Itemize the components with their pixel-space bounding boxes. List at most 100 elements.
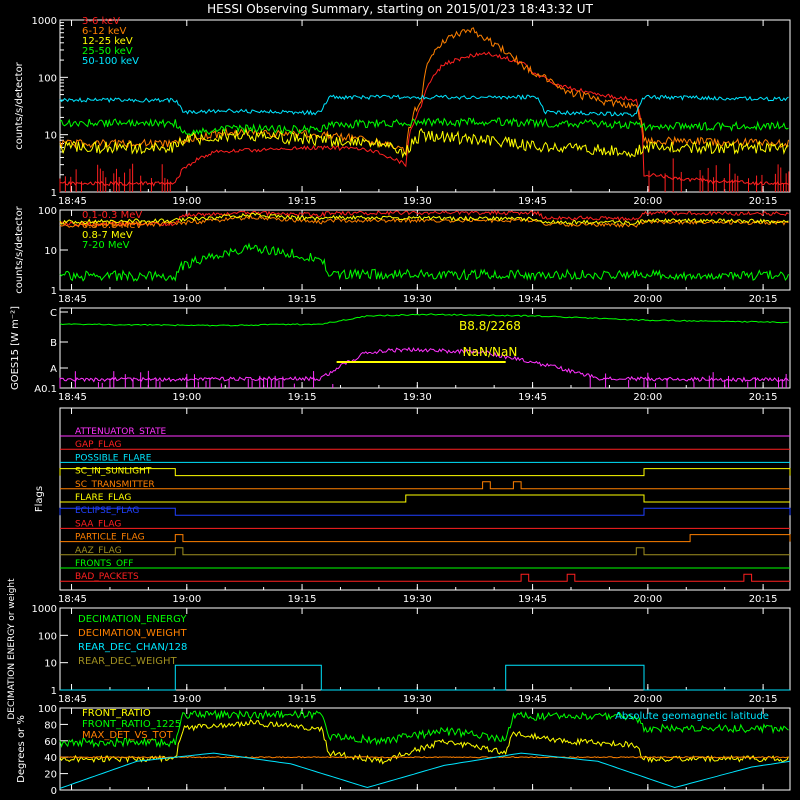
flag-label: ATTENUATOR_STATE xyxy=(75,427,167,437)
goes-annotation: NaN/NaN xyxy=(463,345,518,359)
legend-entry-lightcurves: 3-6 keV xyxy=(82,16,120,27)
x-tick-label-flags: 20:15 xyxy=(749,594,778,605)
flag-label: FRONTS_OFF xyxy=(75,559,133,569)
series-line-50-100-keV xyxy=(59,94,789,117)
flag-label: POSSIBLE_FLARE xyxy=(75,453,152,463)
series-line-FRONT_RATIO_1225 xyxy=(59,709,789,749)
x-tick-label-high-energy: 20:00 xyxy=(633,294,662,305)
y-tick-label-ratios: 60 xyxy=(44,737,57,748)
legend-entry-lightcurves: 6-12 keV xyxy=(82,26,126,37)
legend-entry-high-energy: 0.8-7 MeV xyxy=(82,230,133,241)
y-tick-label-ratios: 0 xyxy=(51,786,57,797)
series-line-goes-short xyxy=(59,346,789,383)
flags-y-label: Flags xyxy=(34,486,45,512)
x-tick-label-goes: 20:15 xyxy=(749,392,778,403)
flag-label: GAP_FLAG xyxy=(75,440,121,450)
x-tick-label-decimation: 19:30 xyxy=(403,694,432,705)
y-tick-label-lightcurves: 100 xyxy=(38,73,57,84)
panel-frame-lightcurves xyxy=(59,19,791,193)
x-tick-label-goes: 19:00 xyxy=(172,392,201,403)
x-tick-label-lightcurves: 19:00 xyxy=(172,196,201,207)
flag-label: SAA_FLAG xyxy=(75,519,121,529)
y-tick-label-lightcurves: 10 xyxy=(44,131,57,142)
x-tick-label-decimation: 18:45 xyxy=(58,694,87,705)
x-tick-label-high-energy: 19:00 xyxy=(172,294,201,305)
flag-line xyxy=(59,507,791,516)
flag-label: FLARE_FLAG xyxy=(75,493,131,503)
x-tick-label-high-energy: 20:15 xyxy=(749,294,778,305)
x-tick-label-flags: 20:00 xyxy=(633,594,662,605)
x-tick-label-lightcurves: 19:45 xyxy=(518,196,547,207)
panel-frame-goes xyxy=(59,307,791,389)
x-tick-label-flags: 19:45 xyxy=(518,594,547,605)
flag-label: PARTICLE_FLAG xyxy=(75,533,145,543)
flag-label: SC_TRANSMITTER xyxy=(75,480,155,490)
series-line-0.1-0.3-MeV xyxy=(59,209,789,227)
flag-line xyxy=(59,468,791,477)
x-tick-label-lightcurves: 20:15 xyxy=(749,196,778,207)
legend-entry-high-energy: 0.3-0.8 MeV xyxy=(82,220,142,231)
x-tick-label-flags: 19:00 xyxy=(172,594,201,605)
ratios-y-label: Degrees or % xyxy=(16,715,27,783)
y-tick-label-ratios: 20 xyxy=(44,770,57,781)
x-tick-label-goes: 18:45 xyxy=(58,392,87,403)
legend-entry-high-energy: 7-20 MeV xyxy=(82,240,130,251)
goes-y-label: GOES15 [W m⁻²] xyxy=(10,306,21,390)
legend-entry-lightcurves: 12-25 keV xyxy=(82,36,133,47)
legend-entry-decimation: DECIMATION_WEIGHT xyxy=(78,628,187,639)
series-line-25-50-keV xyxy=(59,117,789,137)
legend-entry-lightcurves: 50-100 keV xyxy=(82,56,139,67)
x-tick-label-decimation: 19:45 xyxy=(518,694,547,705)
y-tick-label-decimation: 1 xyxy=(51,686,57,697)
figure-title: HESSI Observing Summary, starting on 201… xyxy=(207,2,593,16)
x-tick-label-goes: 20:00 xyxy=(633,392,662,403)
y-tick-label-high-energy: 100 xyxy=(38,206,57,217)
legend-entry-ratios: FRONT_RATIO_1225 xyxy=(82,719,181,730)
series-line-REAR_DEC_CHAN-128 xyxy=(60,664,790,691)
x-tick-label-flags: 18:45 xyxy=(58,594,87,605)
series-line-Absolute-geomagnetic-latitude xyxy=(59,752,791,789)
y-tick-label-decimation: 100 xyxy=(38,631,57,642)
decimation-y-label: DECIMATION ENERGY or weight xyxy=(7,578,17,720)
legend-entry-decimation: REAR_DEC_CHAN/128 xyxy=(78,642,187,653)
flag-line xyxy=(60,481,790,490)
flag-label: ECLIPSE_FLAG xyxy=(75,506,139,516)
y-tick-label-ratios: 80 xyxy=(44,720,57,731)
series-line-6-12-keV xyxy=(59,27,789,156)
series-line-12-25-keV xyxy=(59,127,789,159)
series-line-MAX_DET_VS_TOT xyxy=(60,756,789,759)
x-tick-label-decimation: 20:15 xyxy=(749,694,778,705)
y-tick-label-decimation: 10 xyxy=(44,659,57,670)
legend-entry-ratios: MAX_DET_VS_TOT xyxy=(82,730,174,741)
flag-line xyxy=(60,573,790,582)
series-line-3-6-keV xyxy=(59,51,789,187)
legend-entry-decimation: DECIMATION_ENERGY xyxy=(78,614,187,625)
legend-entry-ratios: FRONT_RATIO xyxy=(82,708,151,719)
flag-line xyxy=(60,547,790,556)
flag-label: AAZ_FLAG xyxy=(75,546,122,556)
panel-frame-flags xyxy=(59,407,791,591)
x-tick-label-flags: 19:30 xyxy=(403,594,432,605)
x-tick-label-high-energy: 18:45 xyxy=(58,294,87,305)
high-energy-y-label: counts/s/detector xyxy=(14,205,25,293)
series-line-7-20-MeV xyxy=(59,242,789,282)
legend-entry-high-energy: 0.1-0.3 MeV xyxy=(82,210,142,221)
legend-entry-decimation: REAR_DEC_WEIGHT xyxy=(78,656,177,667)
flag-line xyxy=(60,534,791,543)
x-tick-label-goes: 19:15 xyxy=(288,392,317,403)
flag-label: SC_IN_SUNLIGHT xyxy=(75,467,152,477)
y-tick-label-ratios: 40 xyxy=(44,753,57,764)
series-line-0.8-7-MeV xyxy=(59,212,789,226)
x-tick-label-lightcurves: 19:15 xyxy=(288,196,317,207)
x-tick-label-lightcurves: 19:30 xyxy=(403,196,432,207)
series-line-goes-long xyxy=(59,313,789,327)
y-tick-label-ratios: 100 xyxy=(38,704,57,715)
x-tick-label-goes: 19:45 xyxy=(518,392,547,403)
x-tick-label-flags: 19:15 xyxy=(288,594,317,605)
x-tick-label-goes: 19:30 xyxy=(403,392,432,403)
x-tick-label-decimation: 20:00 xyxy=(633,694,662,705)
y-tick-label-goes: C xyxy=(50,308,57,319)
lightcurves-y-label: counts/s/detector xyxy=(14,61,25,149)
